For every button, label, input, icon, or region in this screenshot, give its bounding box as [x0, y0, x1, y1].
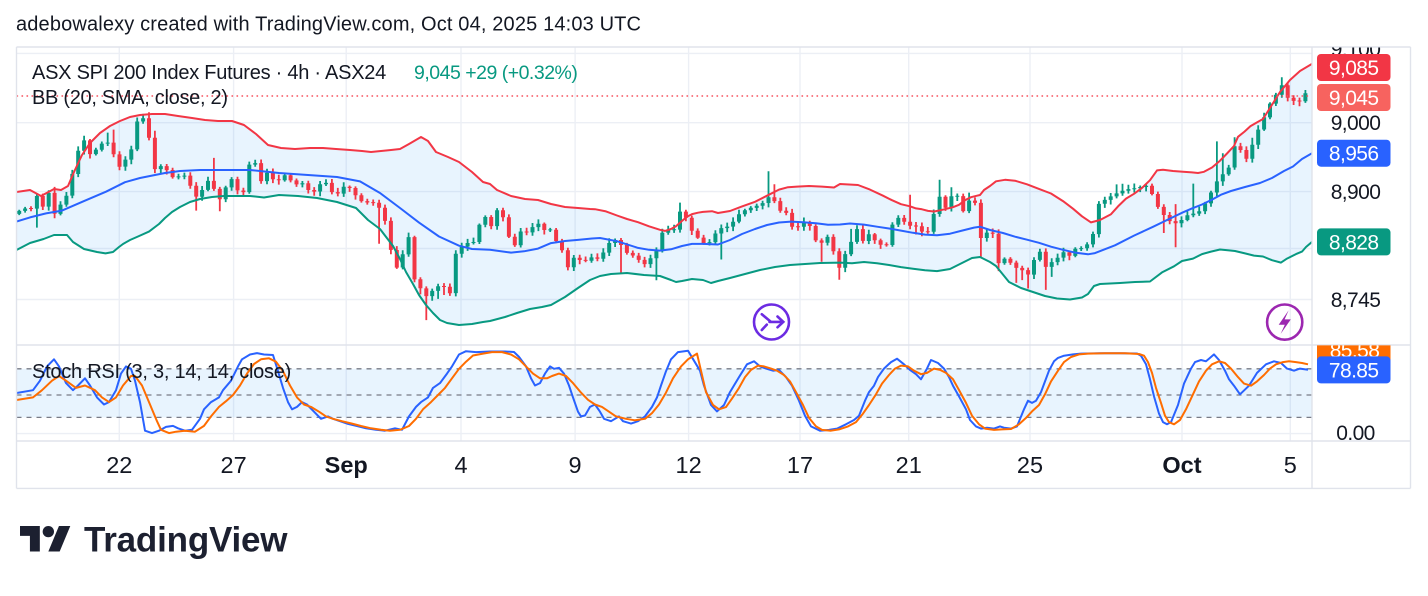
svg-text:BB (20, SMA, close, 2): BB (20, SMA, close, 2)	[32, 87, 228, 109]
svg-text:21: 21	[896, 452, 922, 478]
svg-text:8,745: 8,745	[1331, 289, 1381, 312]
svg-text:ASX SPI 200 Index Futures · 4h: ASX SPI 200 Index Futures · 4h · ASX24	[32, 62, 386, 84]
svg-text:8,956: 8,956	[1329, 143, 1379, 166]
svg-text:12: 12	[676, 452, 702, 478]
svg-text:4: 4	[454, 452, 467, 478]
svg-text:17: 17	[787, 452, 813, 478]
svg-text:adebowalexy created with Tradi: adebowalexy created with TradingView.com…	[16, 13, 641, 35]
svg-text:Sep: Sep	[325, 452, 368, 478]
svg-text:78.85: 78.85	[1329, 359, 1379, 382]
svg-text:22: 22	[106, 452, 132, 478]
svg-text:27: 27	[221, 452, 247, 478]
svg-text:Stoch RSI (3, 3, 14, 14, close: Stoch RSI (3, 3, 14, 14, close)	[32, 361, 291, 383]
svg-text:25: 25	[1017, 452, 1043, 478]
svg-text:9,045 +29 (+0.32%): 9,045 +29 (+0.32%)	[414, 62, 577, 84]
svg-text:9,000: 9,000	[1331, 112, 1381, 135]
svg-text:9,085: 9,085	[1329, 57, 1379, 80]
svg-text:0.00: 0.00	[1336, 422, 1374, 445]
svg-text:Oct: Oct	[1162, 452, 1201, 478]
svg-text:TradingView: TradingView	[84, 521, 288, 560]
svg-text:8,900: 8,900	[1331, 181, 1381, 204]
svg-text:9,045: 9,045	[1329, 87, 1379, 110]
svg-text:9: 9	[569, 452, 582, 478]
svg-text:5: 5	[1284, 452, 1297, 478]
svg-text:8,828: 8,828	[1329, 231, 1379, 254]
